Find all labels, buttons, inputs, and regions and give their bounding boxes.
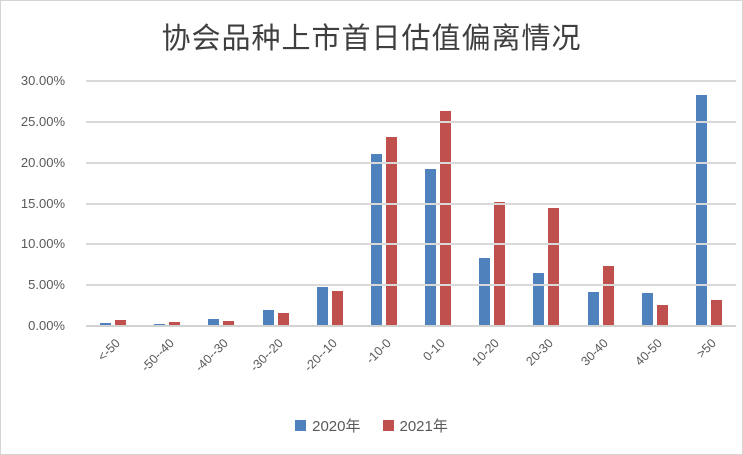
bar-2021年 [115,320,127,326]
bar-group [249,81,303,326]
gridline [86,120,736,123]
bar-2021年 [331,290,343,326]
legend-label: 2020年 [312,418,361,435]
bar-group [574,81,628,326]
legend-item: 2021年 [382,415,448,436]
bar-group [519,81,573,326]
bar-2020年 [208,318,220,326]
y-tick-label: 25.00% [20,113,65,129]
y-axis: 30.00% 25.00% 20.00% 15.00% 10.00% 5.00% 0.00% [1,73,69,333]
bar-2021年 [548,207,560,326]
bar-2020年 [695,94,707,326]
plot-area [86,80,736,327]
bar-2020年 [100,322,112,326]
legend: 2020年 2021年 [1,415,742,436]
bar-2020年 [479,258,491,326]
bar-group [86,81,140,326]
bar-2020年 [641,293,653,326]
chart-title: 协会品种上市首日估值偏离情况 [161,23,582,55]
bar-group [357,81,411,326]
bar-2021年 [710,299,722,326]
bar-2020年 [425,169,437,326]
bar-2020年 [533,272,545,326]
bar-2021年 [602,266,614,326]
bar-group [411,81,465,326]
gridline [86,243,736,246]
bar-2020年 [316,286,328,326]
bar-2020年 [370,153,382,326]
bar-group [194,81,248,326]
x-axis: <-50 -50--40 -40--30 -30--20 -20--10 -10-0 0-1… [86,326,736,396]
gridline [86,80,736,82]
bar-2021年 [277,312,289,326]
bar-group [465,81,519,326]
bar-2021年 [169,321,181,326]
bar-group [682,81,736,326]
gridline [86,284,736,287]
bar-group [140,81,194,326]
bar-2020年 [154,323,166,326]
bar-2021年 [494,201,506,326]
gridline [86,325,736,327]
gridline [86,161,736,164]
bar-2021年 [385,136,397,326]
y-tick-label: 0.00% [28,318,65,333]
bar-2020年 [262,310,274,326]
bar-2021年 [440,111,452,326]
bar-2020年 [587,291,599,326]
bar-group [303,81,357,326]
y-tick-label: 5.00% [28,277,65,293]
y-tick-label: 10.00% [20,236,65,252]
y-tick-label: 20.00% [20,154,65,170]
legend-item: 2020年 [295,415,361,436]
y-tick-label: 30.00% [20,73,65,88]
y-tick-label: 15.00% [20,195,65,211]
gridline [86,202,736,205]
bar-groups [86,81,736,326]
legend-label: 2021年 [399,418,448,435]
bar-2021年 [656,304,668,326]
bar-2021年 [223,321,235,326]
bar-group [628,81,682,326]
legend-swatch-icon [295,420,307,431]
legend-swatch-icon [382,420,394,431]
